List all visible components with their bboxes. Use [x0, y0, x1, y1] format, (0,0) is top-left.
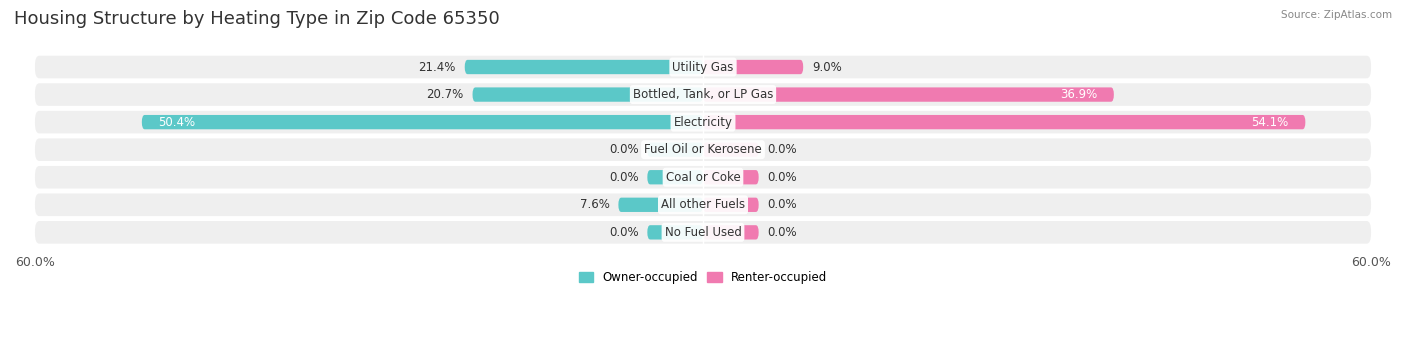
Text: Fuel Oil or Kerosene: Fuel Oil or Kerosene — [644, 143, 762, 156]
FancyBboxPatch shape — [703, 170, 759, 184]
Text: 54.1%: 54.1% — [1251, 116, 1289, 129]
Text: 9.0%: 9.0% — [813, 60, 842, 74]
FancyBboxPatch shape — [465, 60, 703, 74]
Text: 7.6%: 7.6% — [579, 198, 609, 211]
Text: 0.0%: 0.0% — [609, 226, 638, 239]
FancyBboxPatch shape — [35, 193, 1371, 216]
Text: 0.0%: 0.0% — [768, 143, 797, 156]
Text: All other Fuels: All other Fuels — [661, 198, 745, 211]
Text: Electricity: Electricity — [673, 116, 733, 129]
Text: 0.0%: 0.0% — [768, 198, 797, 211]
Text: 36.9%: 36.9% — [1060, 88, 1097, 101]
FancyBboxPatch shape — [703, 143, 759, 157]
FancyBboxPatch shape — [142, 115, 703, 129]
FancyBboxPatch shape — [703, 60, 803, 74]
Text: No Fuel Used: No Fuel Used — [665, 226, 741, 239]
Text: 0.0%: 0.0% — [609, 171, 638, 184]
Text: Coal or Coke: Coal or Coke — [665, 171, 741, 184]
FancyBboxPatch shape — [647, 225, 703, 239]
FancyBboxPatch shape — [35, 83, 1371, 106]
FancyBboxPatch shape — [647, 143, 703, 157]
FancyBboxPatch shape — [703, 198, 759, 212]
Text: Utility Gas: Utility Gas — [672, 60, 734, 74]
FancyBboxPatch shape — [35, 166, 1371, 189]
Text: 21.4%: 21.4% — [419, 60, 456, 74]
Text: 0.0%: 0.0% — [609, 143, 638, 156]
Text: 0.0%: 0.0% — [768, 226, 797, 239]
Text: Bottled, Tank, or LP Gas: Bottled, Tank, or LP Gas — [633, 88, 773, 101]
FancyBboxPatch shape — [35, 221, 1371, 244]
Text: 0.0%: 0.0% — [768, 171, 797, 184]
FancyBboxPatch shape — [703, 87, 1114, 102]
FancyBboxPatch shape — [619, 198, 703, 212]
FancyBboxPatch shape — [703, 115, 1305, 129]
Legend: Owner-occupied, Renter-occupied: Owner-occupied, Renter-occupied — [574, 266, 832, 288]
FancyBboxPatch shape — [703, 225, 759, 239]
Text: Source: ZipAtlas.com: Source: ZipAtlas.com — [1281, 10, 1392, 20]
FancyBboxPatch shape — [472, 87, 703, 102]
FancyBboxPatch shape — [35, 111, 1371, 133]
Text: 50.4%: 50.4% — [159, 116, 195, 129]
FancyBboxPatch shape — [647, 170, 703, 184]
Text: 20.7%: 20.7% — [426, 88, 464, 101]
Text: Housing Structure by Heating Type in Zip Code 65350: Housing Structure by Heating Type in Zip… — [14, 10, 499, 28]
FancyBboxPatch shape — [35, 138, 1371, 161]
FancyBboxPatch shape — [35, 56, 1371, 78]
